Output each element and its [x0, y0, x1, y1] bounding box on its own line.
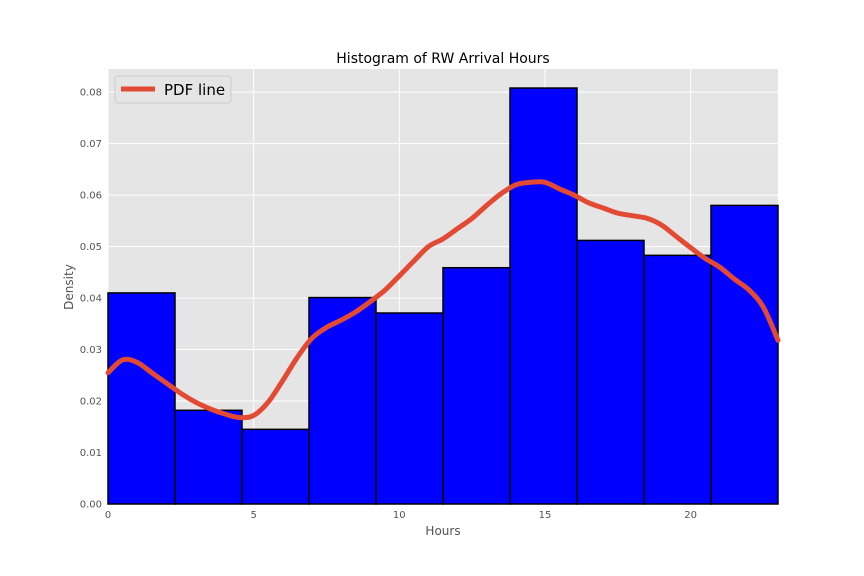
legend-pdf-line-label: PDF line [164, 81, 225, 99]
y-tick-label: 0.07 [80, 139, 102, 150]
histogram-bar [174, 409, 243, 505]
histogram-bar [375, 312, 444, 505]
legend-box [114, 75, 232, 104]
histogram-bar [576, 239, 645, 505]
chart-title: Histogram of RW Arrival Hours [336, 51, 549, 67]
x-tick-label: 10 [393, 510, 406, 521]
x-tick-label: 0 [105, 510, 111, 521]
histogram-bar [442, 266, 511, 505]
x-axis-label: Hours [425, 524, 460, 538]
y-tick-label: 0.01 [80, 448, 102, 459]
y-tick-label: 0.05 [80, 242, 102, 253]
x-tick-label: 20 [684, 510, 697, 521]
histogram-bar [509, 87, 578, 505]
x-tick-label: 15 [539, 510, 552, 521]
histogram-bar [643, 254, 712, 505]
pdf-line [105, 179, 781, 421]
histogram-bar [308, 296, 377, 505]
y-tick-label: 0.08 [80, 88, 102, 99]
histogram-bar [241, 428, 310, 505]
y-axis-label: Density [62, 264, 76, 310]
y-tick-label: 0.04 [80, 294, 102, 305]
histogram-bar [107, 292, 176, 505]
legend: PDF line [114, 75, 232, 104]
y-tick-label: 0.02 [80, 397, 102, 408]
y-tick-label: 0.06 [80, 191, 102, 202]
x-tick-labels: 0 5 10 15 20 [105, 510, 697, 521]
y-tick-label: 0.00 [80, 500, 102, 511]
x-tick-label: 5 [250, 510, 256, 521]
histogram-bar [710, 204, 779, 505]
y-tick-label: 0.03 [80, 345, 102, 356]
y-tick-labels: 0.00 0.01 0.02 0.03 0.04 0.05 0.06 0.07 0.08 [80, 88, 102, 511]
